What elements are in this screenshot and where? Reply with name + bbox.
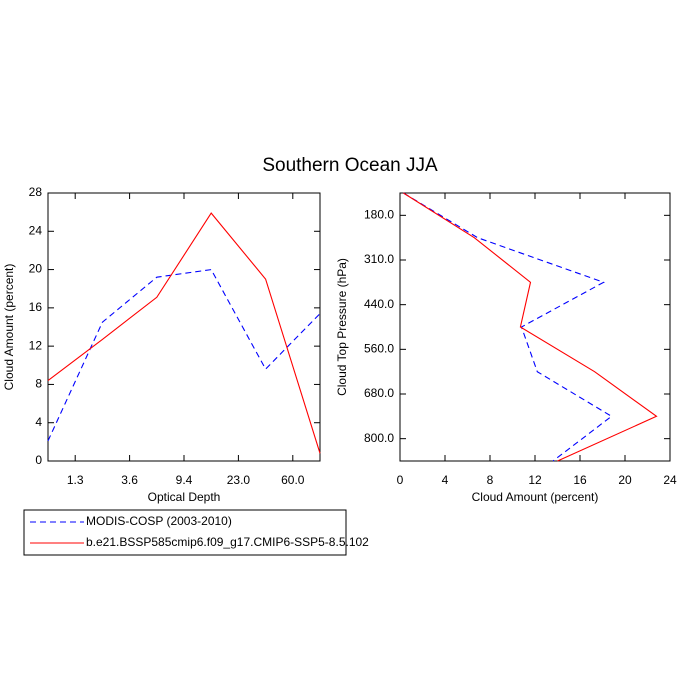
chart-title: Southern Ocean JJA [262,155,438,176]
y-tick-label: 24 [29,223,43,237]
series-line [47,269,321,442]
x-tick-label: 4 [442,473,449,487]
series-line [403,192,658,462]
x-axis-label: Cloud Amount (percent) [472,490,599,504]
x-axis-label: Optical Depth [148,490,221,504]
x-tick-label: 1.3 [67,473,84,487]
y-tick-label: 4 [35,415,42,429]
x-tick-label: 20 [618,473,632,487]
y-tick-label: 20 [29,262,43,276]
y-tick-label: 16 [29,300,43,314]
y-axis-label: Cloud Amount (percent) [2,264,16,391]
y-tick-label: 310.0 [364,252,394,266]
y-tick-label: 8 [35,377,42,391]
y-tick-label: 180.0 [364,208,394,222]
y-axis-label: Cloud Top Pressure (hPa) [335,258,349,396]
x-tick-label: 24 [663,473,677,487]
plot-frame [399,192,671,462]
y-tick-label: 440.0 [364,297,394,311]
legend-label: MODIS-COSP (2003-2010) [86,514,232,528]
plot-frame [47,192,321,462]
x-tick-label: 9.4 [176,473,193,487]
y-tick-label: 680.0 [364,386,394,400]
x-tick-label: 8 [487,473,494,487]
x-tick-label: 23.0 [227,473,251,487]
x-tick-label: 16 [573,473,587,487]
x-tick-label: 12 [528,473,542,487]
series-line [403,192,613,462]
y-tick-label: 12 [29,338,43,352]
y-tick-label: 560.0 [364,342,394,356]
legend-box [23,509,347,556]
y-tick-label: 28 [29,185,43,199]
legend-label: b.e21.BSSP585cmip6.f09_g17.CMIP6-SSP5-8.… [86,535,369,549]
x-tick-label: 60.0 [281,473,305,487]
x-tick-label: 0 [397,473,404,487]
series-line [47,212,321,454]
y-tick-label: 800.0 [364,431,394,445]
x-tick-label: 3.6 [121,473,138,487]
y-tick-label: 0 [35,453,42,467]
